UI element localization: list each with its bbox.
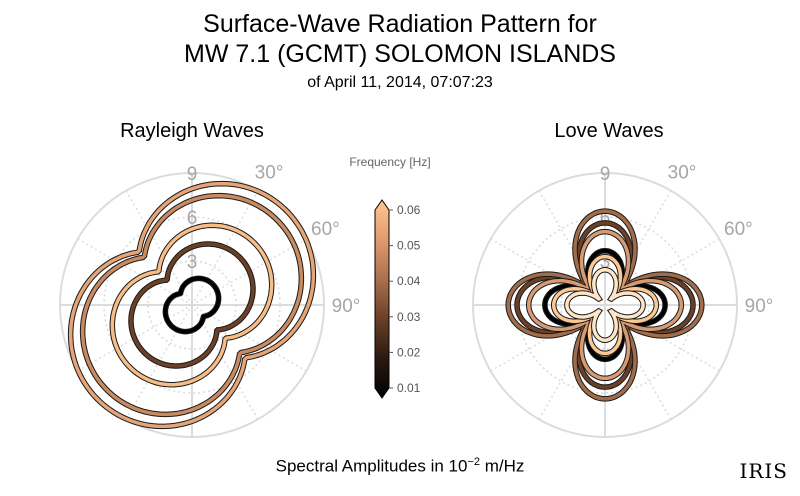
angle-tick-label: 60° xyxy=(724,219,753,240)
colorbar-tick-label: 0.06 xyxy=(397,203,421,217)
title-line-3: of April 11, 2014, 07:07:23 xyxy=(307,74,493,91)
colorbar-tick-label: 0.04 xyxy=(397,274,421,288)
rayleigh-curve-0.03 xyxy=(110,223,274,387)
love-polar-plot: 3 6 9 30° 60° 90° xyxy=(472,163,774,438)
footer-units-label: Spectral Amplitudes in 10−2 m/Hz xyxy=(0,456,800,477)
love-curve-0.06 xyxy=(565,268,645,342)
iris-logo: IRIS xyxy=(739,459,788,483)
rayleigh-curve-0.02 xyxy=(129,242,255,368)
colorbar: 0.01 0.02 0.03 0.04 0.05 0.06 xyxy=(374,199,421,399)
colorbar-tick-label: 0.02 xyxy=(397,345,421,359)
footer-prefix: Spectral Amplitudes in 10 xyxy=(275,456,468,476)
rayleigh-curve-0.04 xyxy=(80,193,304,417)
rayleigh-curve-0.05 xyxy=(68,181,316,429)
colorbar-tick-label: 0.05 xyxy=(397,239,421,253)
radial-tick-label: 3 xyxy=(187,252,198,273)
rayleigh-panel-title: Rayleigh Waves xyxy=(120,120,264,142)
love-curve-0.03 xyxy=(506,209,704,401)
radial-tick-label: 6 xyxy=(600,208,611,229)
angle-tick-label: 30° xyxy=(668,163,697,184)
rayleigh-curve-0.01 xyxy=(163,276,221,334)
radial-tick-label: 9 xyxy=(187,164,198,185)
colorbar-title: Frequency [Hz] xyxy=(349,155,431,169)
radial-tick-label: 3 xyxy=(600,252,611,273)
colorbar-tick-label: 0.01 xyxy=(397,381,421,395)
title-line-2: MW 7.1 (GCMT) SOLOMON ISLANDS xyxy=(184,40,616,68)
love-curve-0.05 xyxy=(551,254,659,356)
angle-tick-label: 30° xyxy=(255,163,284,184)
radial-tick-label: 6 xyxy=(187,208,198,229)
rayleigh-polar-plot: 3 6 9 30° 60° 90° xyxy=(59,163,361,438)
angle-tick-label: 60° xyxy=(311,219,340,240)
footer-exponent: −2 xyxy=(467,456,480,468)
title-line-1: Surface-Wave Radiation Pattern for xyxy=(203,10,597,38)
angle-tick-label: 90° xyxy=(332,296,361,317)
angle-tick-label: 90° xyxy=(745,296,774,317)
colorbar-bar xyxy=(374,199,390,399)
love-panel-title: Love Waves xyxy=(554,120,664,142)
radial-tick-label: 9 xyxy=(600,164,611,185)
colorbar-tick-label: 0.03 xyxy=(397,310,421,324)
footer-suffix: m/Hz xyxy=(480,456,525,476)
love-curve-0.04 xyxy=(526,229,684,381)
